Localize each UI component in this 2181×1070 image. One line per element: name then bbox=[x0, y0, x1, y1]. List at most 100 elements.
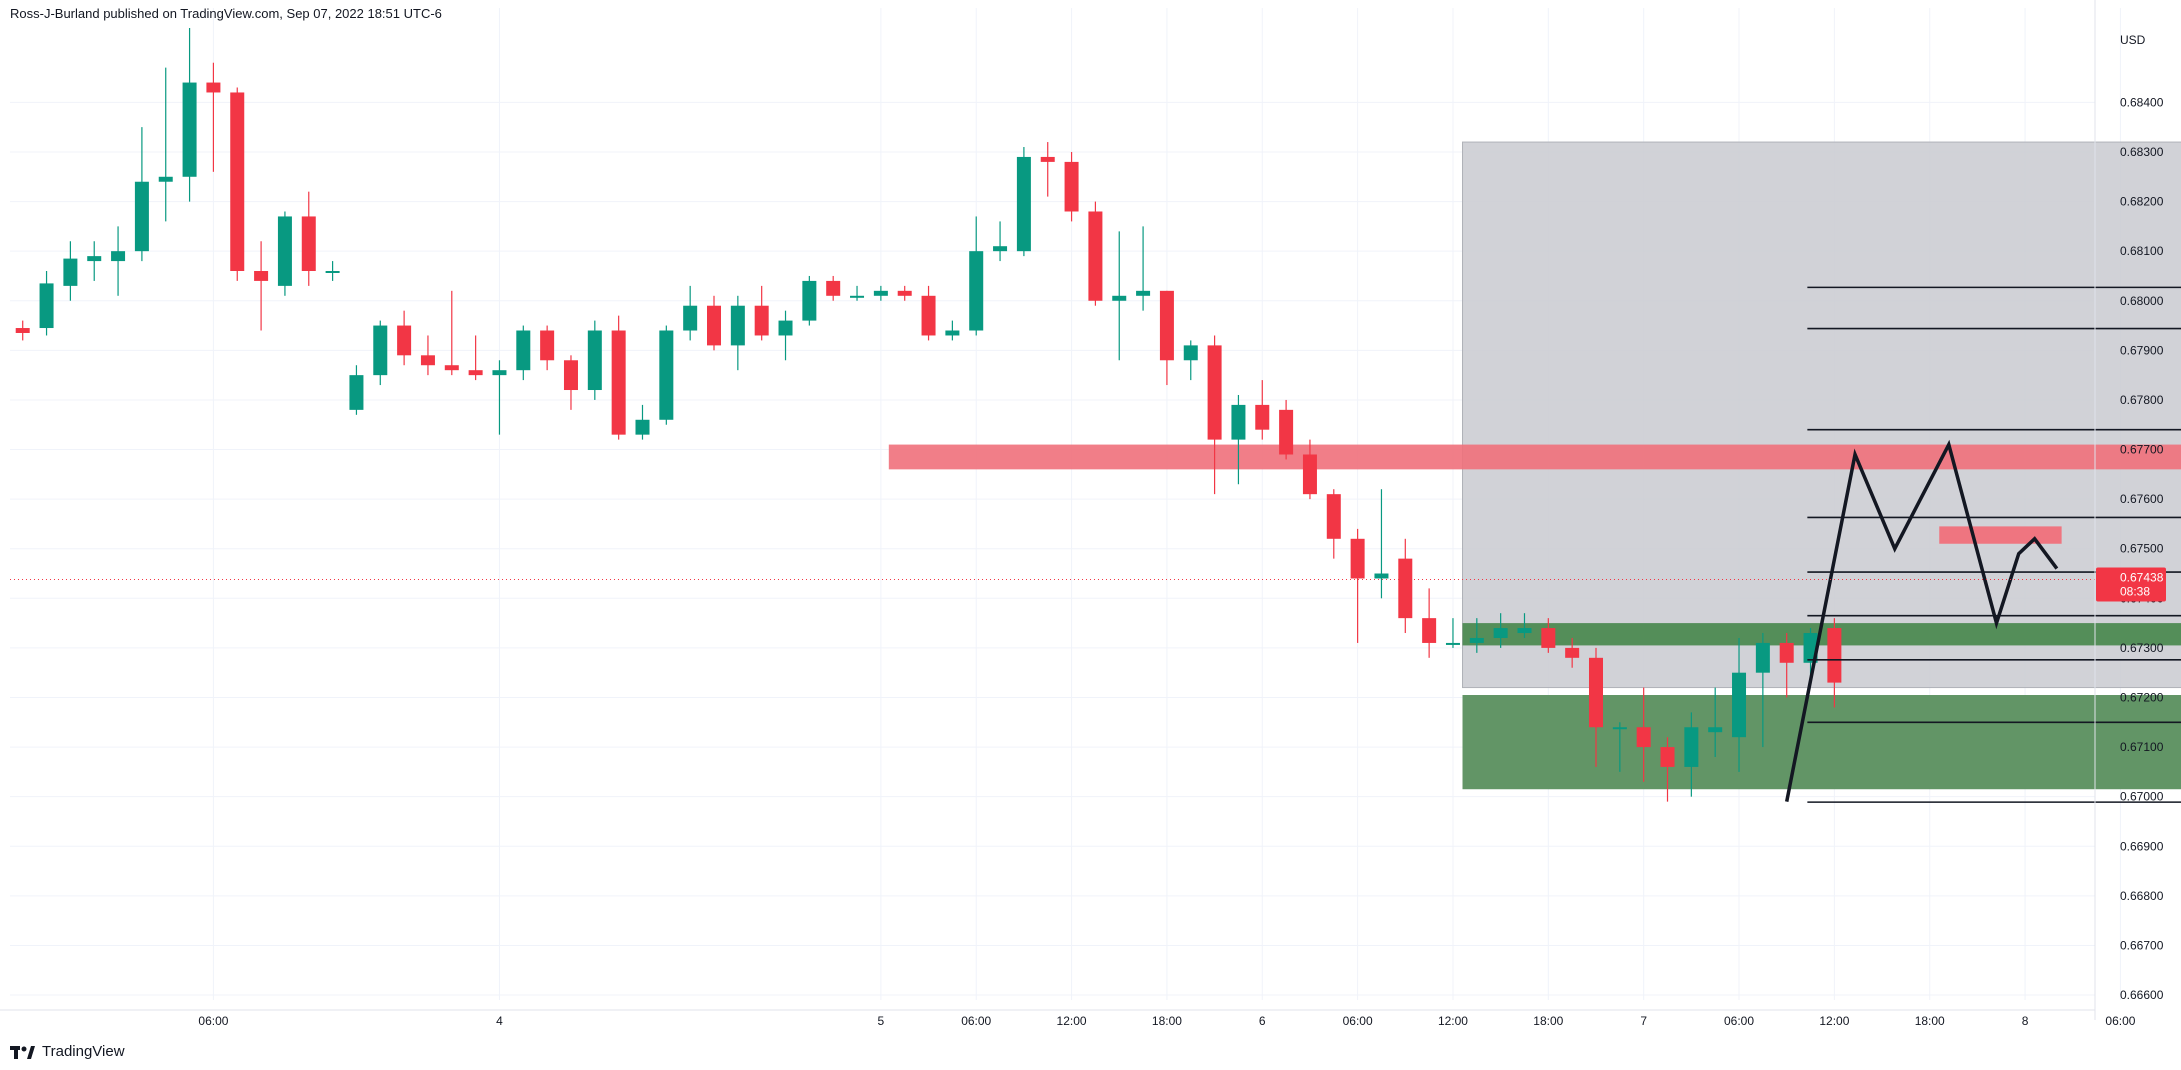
candle-body bbox=[516, 330, 531, 371]
x-tick-label: 18:00 bbox=[1533, 1014, 1563, 1028]
candle-body bbox=[778, 320, 793, 336]
y-tick-label: 0.67600 bbox=[2120, 492, 2164, 506]
tradingview-logo-icon bbox=[10, 1044, 36, 1060]
x-tick-label: 06:00 bbox=[2105, 1014, 2135, 1028]
candle-body bbox=[1088, 211, 1103, 301]
candle-body bbox=[1279, 409, 1294, 455]
candle-body bbox=[993, 246, 1008, 252]
x-tick-label: 06:00 bbox=[1343, 1014, 1373, 1028]
candle-body bbox=[1517, 628, 1532, 634]
candle-body bbox=[254, 271, 269, 281]
candle-body bbox=[1588, 657, 1603, 728]
y-tick-label: 0.66900 bbox=[2120, 839, 2164, 853]
y-tick-label: 0.67000 bbox=[2120, 790, 2164, 804]
x-tick-label: 12:00 bbox=[1057, 1014, 1087, 1028]
candle-body bbox=[492, 370, 507, 376]
candle-body bbox=[277, 216, 292, 286]
x-tick-label: 06:00 bbox=[198, 1014, 228, 1028]
y-tick-label: 0.67100 bbox=[2120, 740, 2164, 754]
candle-body bbox=[1827, 628, 1842, 683]
candle-body bbox=[206, 82, 221, 93]
candle-body bbox=[1732, 672, 1747, 738]
current-price-countdown: 08:38 bbox=[2120, 584, 2150, 598]
candle-body bbox=[873, 290, 888, 296]
brand-footer[interactable]: TradingView bbox=[10, 1043, 125, 1060]
candle-body bbox=[1541, 628, 1556, 648]
x-tick-label: 5 bbox=[878, 1014, 885, 1028]
candle-body bbox=[158, 176, 173, 182]
y-tick-label: 0.68400 bbox=[2120, 95, 2164, 109]
x-tick-label: 4 bbox=[496, 1014, 503, 1028]
candle-body bbox=[1612, 727, 1627, 730]
y-tick-label: 0.68100 bbox=[2120, 244, 2164, 258]
y-tick-label: 0.67500 bbox=[2120, 542, 2164, 556]
candle-body bbox=[325, 271, 340, 273]
candle-body bbox=[611, 330, 626, 435]
x-tick-label: 8 bbox=[2022, 1014, 2029, 1028]
x-tick-label: 18:00 bbox=[1152, 1014, 1182, 1028]
candle-body bbox=[921, 295, 936, 336]
candle-body bbox=[1565, 647, 1580, 658]
candle-body bbox=[1040, 156, 1055, 162]
y-tick-label: 0.68000 bbox=[2120, 294, 2164, 308]
candle-body bbox=[802, 280, 817, 321]
x-tick-label: 18:00 bbox=[1915, 1014, 1945, 1028]
support-zone-lower bbox=[1462, 695, 2181, 790]
candle-body bbox=[1374, 573, 1389, 579]
candle-body bbox=[850, 295, 865, 298]
candle-body bbox=[134, 181, 149, 252]
candle-body bbox=[1350, 538, 1365, 579]
candle-body bbox=[1112, 295, 1127, 301]
y-tick-label: 0.67700 bbox=[2120, 443, 2164, 457]
currency-label: USD bbox=[2120, 33, 2146, 47]
candle-body bbox=[1636, 727, 1651, 748]
minor-resistance-zone bbox=[1939, 526, 2062, 544]
candle-body bbox=[1207, 345, 1222, 440]
candle-body bbox=[182, 82, 197, 177]
candle-body bbox=[111, 251, 126, 262]
candle-body bbox=[969, 251, 984, 331]
y-tick-label: 0.66600 bbox=[2120, 988, 2164, 1002]
candle-body bbox=[301, 216, 316, 271]
y-tick-label: 0.66800 bbox=[2120, 889, 2164, 903]
y-tick-label: 0.67900 bbox=[2120, 343, 2164, 357]
x-tick-label: 12:00 bbox=[1438, 1014, 1468, 1028]
candle-body bbox=[1302, 454, 1317, 495]
candle-body bbox=[1136, 290, 1151, 296]
candle-body bbox=[826, 280, 841, 296]
candle-body bbox=[63, 258, 78, 286]
candle-body bbox=[230, 92, 245, 271]
candle-body bbox=[897, 290, 912, 296]
candle-body bbox=[1684, 727, 1699, 767]
candle-body bbox=[683, 305, 698, 331]
candle-body bbox=[373, 325, 388, 376]
candle-body bbox=[39, 283, 54, 329]
candle-body bbox=[587, 330, 602, 391]
candle-body bbox=[1708, 727, 1723, 733]
candle-body bbox=[1326, 494, 1341, 539]
y-tick-label: 0.67200 bbox=[2120, 690, 2164, 704]
candle-body bbox=[1398, 558, 1413, 619]
resistance-zone bbox=[888, 444, 2181, 470]
support-zone-upper bbox=[1462, 623, 2181, 646]
candle-body bbox=[1445, 642, 1460, 645]
candle-body bbox=[563, 360, 578, 391]
current-price-value: 0.67438 bbox=[2120, 570, 2164, 584]
x-tick-label: 06:00 bbox=[1724, 1014, 1754, 1028]
x-tick-label: 12:00 bbox=[1819, 1014, 1849, 1028]
candle-body bbox=[945, 330, 960, 336]
candle-body bbox=[1660, 747, 1675, 767]
y-tick-label: 0.66700 bbox=[2120, 938, 2164, 952]
candle-body bbox=[635, 419, 650, 435]
candle-body bbox=[87, 256, 102, 262]
candle-body bbox=[1183, 345, 1198, 361]
candle-body bbox=[1231, 404, 1246, 440]
brand-name: TradingView bbox=[42, 1043, 125, 1060]
candle-body bbox=[15, 328, 30, 333]
candle-body bbox=[1469, 637, 1484, 643]
candle-body bbox=[1159, 290, 1174, 361]
y-tick-label: 0.67800 bbox=[2120, 393, 2164, 407]
current-price-tag bbox=[2096, 567, 2166, 602]
